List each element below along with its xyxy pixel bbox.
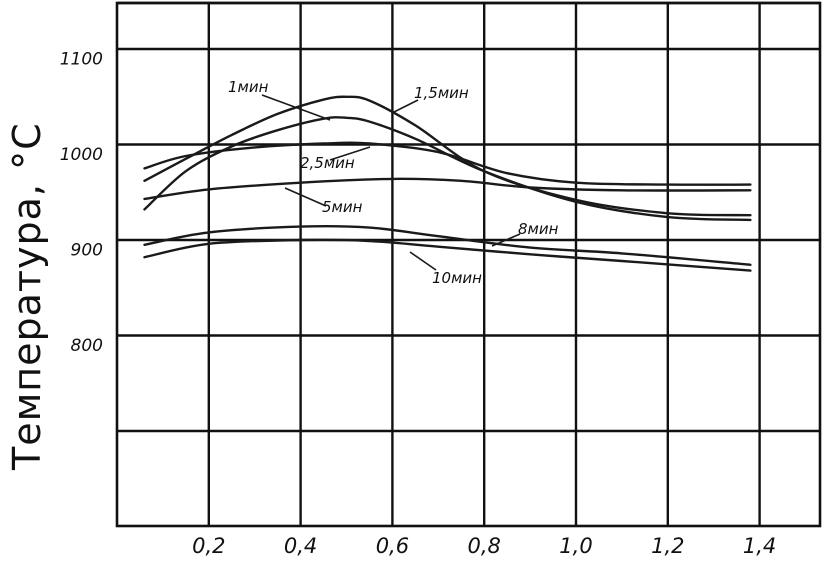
y-tick-labels: 800900100011001200 bbox=[60, 50, 103, 357]
y-tick-label-3: 1100 bbox=[60, 50, 103, 70]
y-tick-label-0: 800 bbox=[71, 336, 103, 356]
series-label-leader-4 bbox=[491, 233, 521, 247]
x-tick-label-0: 0,2 bbox=[192, 534, 225, 558]
series-label-leader-0 bbox=[261, 94, 331, 121]
x-tick-label-6: 1,4 bbox=[743, 534, 776, 558]
series-line-3 bbox=[143, 177, 752, 201]
series-label-2: 2,5мин bbox=[300, 154, 355, 172]
series-label-3: 5мин bbox=[322, 198, 363, 216]
series-label-leader-5 bbox=[409, 251, 437, 271]
y-tick-label-2: 1000 bbox=[60, 145, 103, 165]
x-tick-label-4: 1,0 bbox=[559, 534, 592, 558]
series-line-0 bbox=[143, 95, 752, 217]
x-tick-label-2: 0,6 bbox=[376, 534, 409, 558]
series-line-1 bbox=[143, 116, 752, 222]
series-labels: 1мин 1,5мин 2,5мин 5мин 8мин 10мин bbox=[228, 78, 559, 287]
x-tick-label-1: 0,4 bbox=[284, 534, 317, 558]
x-tick-label-5: 1,2 bbox=[651, 534, 684, 558]
series-line-5 bbox=[143, 238, 752, 272]
x-tick-labels: 0,2 0,4 0,6 0,8 1,0 1,2 1,4 bbox=[192, 534, 776, 558]
plot-frame bbox=[115, 1, 822, 528]
series-line-2 bbox=[143, 141, 752, 186]
series-line-4 bbox=[143, 224, 752, 266]
series-label-leader-2 bbox=[329, 146, 371, 161]
grid bbox=[115, 1, 822, 528]
series-label-leader-3 bbox=[284, 187, 327, 207]
series-label-4: 8мин bbox=[518, 220, 559, 238]
x-tick-label-3: 0,8 bbox=[467, 534, 500, 558]
y-tick-label-1: 900 bbox=[71, 241, 103, 261]
series-label-0: 1мин bbox=[228, 78, 269, 96]
series-label-1: 1,5мин bbox=[414, 84, 469, 102]
series-lines bbox=[143, 95, 752, 272]
series-label-leader-1 bbox=[391, 99, 419, 114]
y-axis-title: Температура, °С bbox=[5, 122, 49, 471]
series-label-5: 10мин bbox=[432, 269, 482, 287]
